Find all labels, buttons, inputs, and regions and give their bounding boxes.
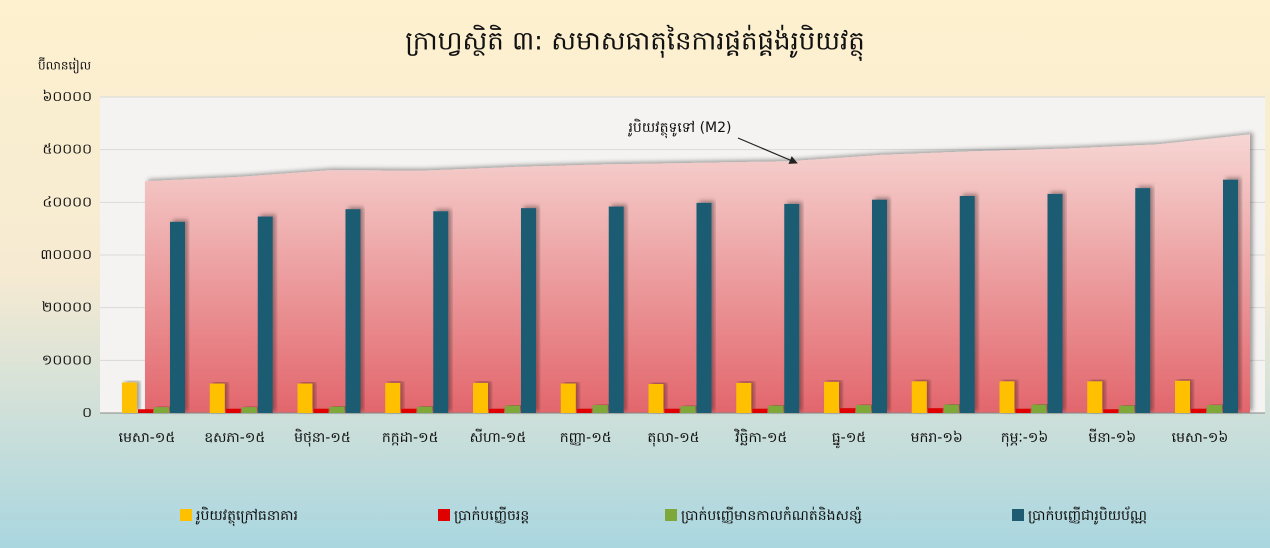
- x-tick-label: ធ្នូ-១៥: [832, 430, 866, 449]
- bar: [959, 196, 975, 413]
- legend-swatch: [438, 509, 450, 521]
- bar: [664, 408, 680, 413]
- y-axis-label: ប៊ីលានរៀល: [38, 57, 91, 74]
- bar: [154, 407, 169, 413]
- x-tick-label: តុលា-១៥: [647, 430, 699, 447]
- bar: [752, 408, 768, 413]
- bar: [768, 405, 784, 413]
- x-tick-label: មេសា-១៦: [1172, 430, 1229, 446]
- y-tick-label: ០: [82, 405, 92, 421]
- bar: [401, 408, 417, 413]
- bar: [138, 409, 153, 413]
- bar: [999, 381, 1015, 413]
- x-tick-label: កក្កដា-១៥: [382, 430, 439, 446]
- legend-label: រូបិយវត្ថុក្រៅធនាគារ: [195, 506, 297, 527]
- bar: [680, 406, 696, 413]
- bar: [257, 216, 273, 413]
- bar: [1103, 409, 1119, 413]
- bar: [241, 407, 257, 413]
- x-tick-label: មករា-១៦: [911, 430, 963, 446]
- x-tick-label: មិថុនា-១៥: [294, 428, 351, 447]
- bar: [489, 408, 504, 413]
- bar: [911, 381, 927, 413]
- bar: [696, 202, 712, 413]
- bar: [225, 408, 241, 413]
- x-tick-label: សីហា-១៥: [470, 428, 527, 446]
- y-tick-label: ២០០០០: [42, 300, 92, 316]
- y-tick-label: ៥០០០០: [42, 142, 92, 158]
- bar: [608, 206, 624, 413]
- bar: [943, 404, 959, 413]
- bar: [345, 209, 361, 413]
- legend-label: ប្រាក់បញ្ញើជារូបិយប័ណ្ណ: [1028, 506, 1147, 525]
- y-tick-label: ៦០០០០: [42, 89, 92, 105]
- bar: [856, 405, 871, 413]
- x-tick-label: មីនា-១៦: [1088, 428, 1136, 446]
- bar: [1047, 193, 1063, 413]
- bar: [576, 408, 592, 413]
- bar: [736, 382, 752, 413]
- x-tick-label: មេសា-១៥: [119, 430, 176, 446]
- legend-swatch: [665, 509, 677, 521]
- bar: [560, 383, 576, 413]
- bar: [872, 199, 887, 413]
- y-tick-label: ៤០០០០: [42, 194, 92, 210]
- bar: [122, 382, 137, 413]
- bar: [1191, 408, 1206, 413]
- legend-label: ប្រាក់បញ្ញើមានកាលកំណត់និងសន្សំ: [681, 506, 862, 524]
- x-tick-label: វិច្ឆិកា-១៥: [734, 428, 788, 446]
- bar: [592, 405, 608, 413]
- bar: [1207, 405, 1222, 413]
- bar: [1119, 405, 1135, 413]
- legend-label: ប្រាក់បញ្ញើចរន្ត: [454, 506, 529, 524]
- bar: [824, 381, 839, 413]
- chart-title: ក្រាហ្វស្ថិតិ ៣: សមាសធាតុនៃការផ្គត់ផ្គង់…: [405, 25, 865, 62]
- bar: [329, 406, 345, 413]
- bar: [209, 383, 225, 413]
- bar: [521, 208, 536, 413]
- x-tick-label: ឧសភា-១៥: [204, 430, 265, 446]
- y-tick-label: ១០០០០: [42, 352, 92, 368]
- bar: [1135, 188, 1151, 413]
- legend-swatch: [180, 509, 192, 521]
- x-tick-label: កុម្ភៈ-១៦: [1001, 430, 1049, 447]
- bar: [1087, 381, 1103, 413]
- y-tick-label: ៣០០០០: [40, 247, 92, 263]
- bar: [385, 382, 401, 413]
- bar: [840, 408, 855, 413]
- legend-swatch: [1012, 509, 1024, 521]
- bar: [1223, 179, 1238, 413]
- bar: [505, 405, 520, 413]
- bar: [927, 408, 943, 413]
- bar: [417, 406, 433, 413]
- bar: [170, 221, 185, 413]
- bar: [784, 203, 800, 413]
- bar: [1175, 380, 1190, 413]
- annotation: រូបិយវត្ថុទូទៅ (M2): [628, 118, 732, 139]
- bar: [473, 382, 488, 413]
- bar: [1015, 408, 1031, 413]
- x-tick-label: កញ្ញា-១៥: [560, 430, 612, 446]
- bar: [433, 211, 449, 413]
- bar: [297, 383, 313, 413]
- bar: [648, 384, 664, 413]
- annotation-arrow: [737, 137, 798, 164]
- bar: [1031, 404, 1047, 413]
- bar: [313, 408, 329, 413]
